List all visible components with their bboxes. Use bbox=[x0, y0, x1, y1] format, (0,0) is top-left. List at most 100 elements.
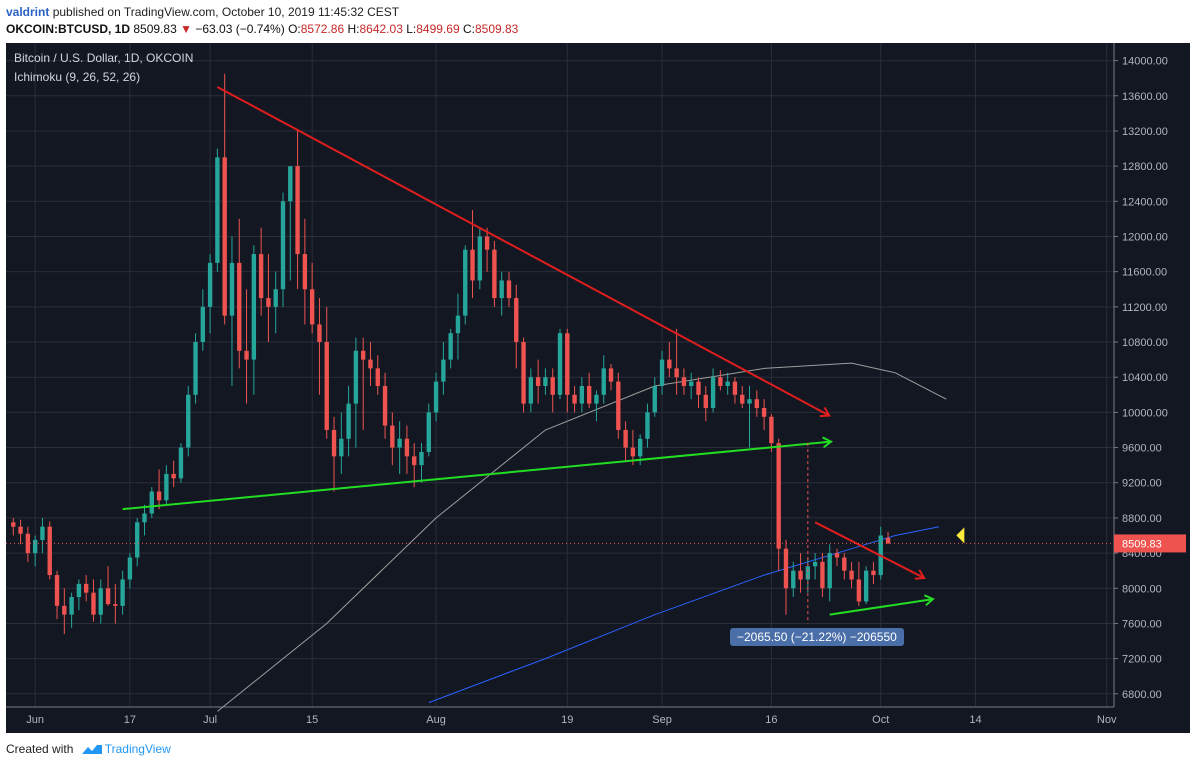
candle-body bbox=[637, 438, 643, 457]
price-tick-label: 12400.00 bbox=[1122, 196, 1168, 208]
candle-body bbox=[586, 385, 592, 404]
price-change: −63.03 (−0.74%) bbox=[195, 22, 285, 36]
candle-body bbox=[776, 443, 781, 549]
price-tick-label: 8000.00 bbox=[1122, 583, 1162, 595]
candle-body bbox=[40, 526, 45, 540]
price-tick-label: 14000.00 bbox=[1122, 56, 1168, 68]
candle-body bbox=[215, 157, 220, 263]
candle-body bbox=[856, 579, 862, 602]
price-tick-label: 9200.00 bbox=[1122, 478, 1162, 490]
publisher-username[interactable]: valdrint bbox=[6, 5, 50, 19]
candle-body bbox=[266, 298, 271, 307]
candle-body bbox=[200, 306, 206, 343]
trend-line bbox=[122, 442, 816, 511]
price-tick-label: 9600.00 bbox=[1122, 443, 1162, 455]
candle-body bbox=[812, 561, 818, 567]
time-tick-label: Jul bbox=[203, 714, 217, 726]
price-chart[interactable]: 14000.00 13600.00 13200.00 12800.00 12400.00… bbox=[6, 43, 1190, 733]
trend-line bbox=[216, 86, 816, 409]
candle-body bbox=[280, 201, 286, 290]
trend-line bbox=[814, 521, 911, 572]
candle-body bbox=[47, 526, 52, 576]
price-tick-label: 7200.00 bbox=[1122, 654, 1162, 666]
ohlc-bar: OKCOIN:BTCUSD, 1D 8509.83 ▼ −63.03 (−0.7… bbox=[6, 22, 518, 36]
candle-body bbox=[295, 166, 300, 255]
high-value: 8642.03 bbox=[359, 22, 403, 36]
candle-body bbox=[229, 262, 235, 316]
candle-body bbox=[849, 570, 854, 580]
candle-body bbox=[470, 249, 475, 281]
candle-body bbox=[309, 289, 315, 325]
close-value: 8509.83 bbox=[474, 22, 519, 36]
price-tick-label: 10000.00 bbox=[1122, 407, 1168, 419]
candle-body bbox=[492, 249, 497, 299]
indicator-legend[interactable]: Ichimoku (9, 26, 52, 26) bbox=[14, 70, 141, 84]
candle-body bbox=[127, 557, 133, 580]
candle-body bbox=[105, 588, 111, 605]
symbol-label: OKCOIN:BTCUSD, 1D bbox=[6, 22, 131, 36]
measure-annotation: −2065.50 (−21.22%) −206550 bbox=[730, 628, 904, 646]
candle-body bbox=[207, 262, 213, 307]
trend-arrow-head bbox=[822, 436, 833, 449]
candle-body bbox=[186, 394, 191, 448]
time-tick-label: 19 bbox=[561, 714, 573, 726]
candle-body bbox=[455, 315, 461, 334]
candle-body bbox=[754, 399, 760, 408]
candle-body bbox=[404, 438, 410, 457]
candle-body bbox=[171, 473, 176, 479]
candle-body bbox=[798, 570, 803, 580]
candle-body bbox=[441, 359, 446, 382]
price-tick-label: 11200.00 bbox=[1122, 302, 1167, 314]
candle-body bbox=[681, 377, 687, 386]
tradingview-brand[interactable]: TradingView bbox=[104, 742, 171, 756]
candle-body bbox=[244, 350, 249, 360]
candle-body bbox=[237, 262, 242, 351]
candle-body bbox=[346, 403, 351, 439]
time-tick-label: 14 bbox=[969, 714, 981, 726]
chart-panel[interactable]: 14000.00 13600.00 13200.00 12800.00 12400.00… bbox=[6, 43, 1190, 733]
candle-body bbox=[178, 447, 184, 479]
high-label: H: bbox=[347, 22, 360, 36]
trend-line bbox=[829, 600, 918, 616]
close-label: C: bbox=[462, 22, 475, 36]
last-price: 8509.83 bbox=[133, 22, 177, 36]
time-tick-label: 16 bbox=[765, 714, 777, 726]
candle-body bbox=[783, 548, 789, 589]
candle-body bbox=[499, 280, 504, 299]
candle-body bbox=[630, 447, 636, 457]
last-price-tag bbox=[1114, 534, 1186, 553]
candle-body bbox=[135, 522, 140, 558]
chart-background bbox=[6, 43, 1190, 733]
time-tick-label: Oct bbox=[872, 714, 889, 726]
trend-arrow-head bbox=[819, 406, 831, 418]
candle-body bbox=[506, 280, 512, 299]
candle-body bbox=[674, 368, 679, 378]
candle-body bbox=[885, 537, 891, 544]
candle-body bbox=[747, 399, 752, 404]
open-value: 8572.86 bbox=[300, 22, 345, 36]
price-tick-label: 10800.00 bbox=[1122, 337, 1168, 349]
candle-body bbox=[193, 342, 198, 395]
candle-body bbox=[652, 385, 657, 413]
created-with-label: Created with bbox=[6, 742, 74, 756]
low-value: 8499.69 bbox=[416, 22, 460, 36]
price-tick-label: 7600.00 bbox=[1122, 618, 1162, 630]
price-tick-label: 13200.00 bbox=[1122, 126, 1168, 138]
candle-body bbox=[608, 368, 614, 382]
candle-body bbox=[521, 342, 526, 404]
candle-body bbox=[645, 412, 650, 439]
candle-body bbox=[62, 605, 67, 615]
candle-body bbox=[761, 407, 767, 417]
candle-body bbox=[594, 394, 599, 404]
candle-body bbox=[324, 342, 329, 430]
candle-body bbox=[76, 583, 82, 598]
candle-body bbox=[353, 350, 359, 404]
candle-body bbox=[368, 359, 373, 369]
last-price-tag-label: 8509.83 bbox=[1122, 538, 1162, 550]
candle-body bbox=[18, 526, 23, 534]
candle-body bbox=[616, 381, 621, 430]
ichimoku-blue-line bbox=[428, 526, 940, 704]
candle-body bbox=[623, 429, 628, 448]
candle-body bbox=[113, 604, 118, 606]
down-triangle-icon: ▼ bbox=[180, 22, 192, 36]
